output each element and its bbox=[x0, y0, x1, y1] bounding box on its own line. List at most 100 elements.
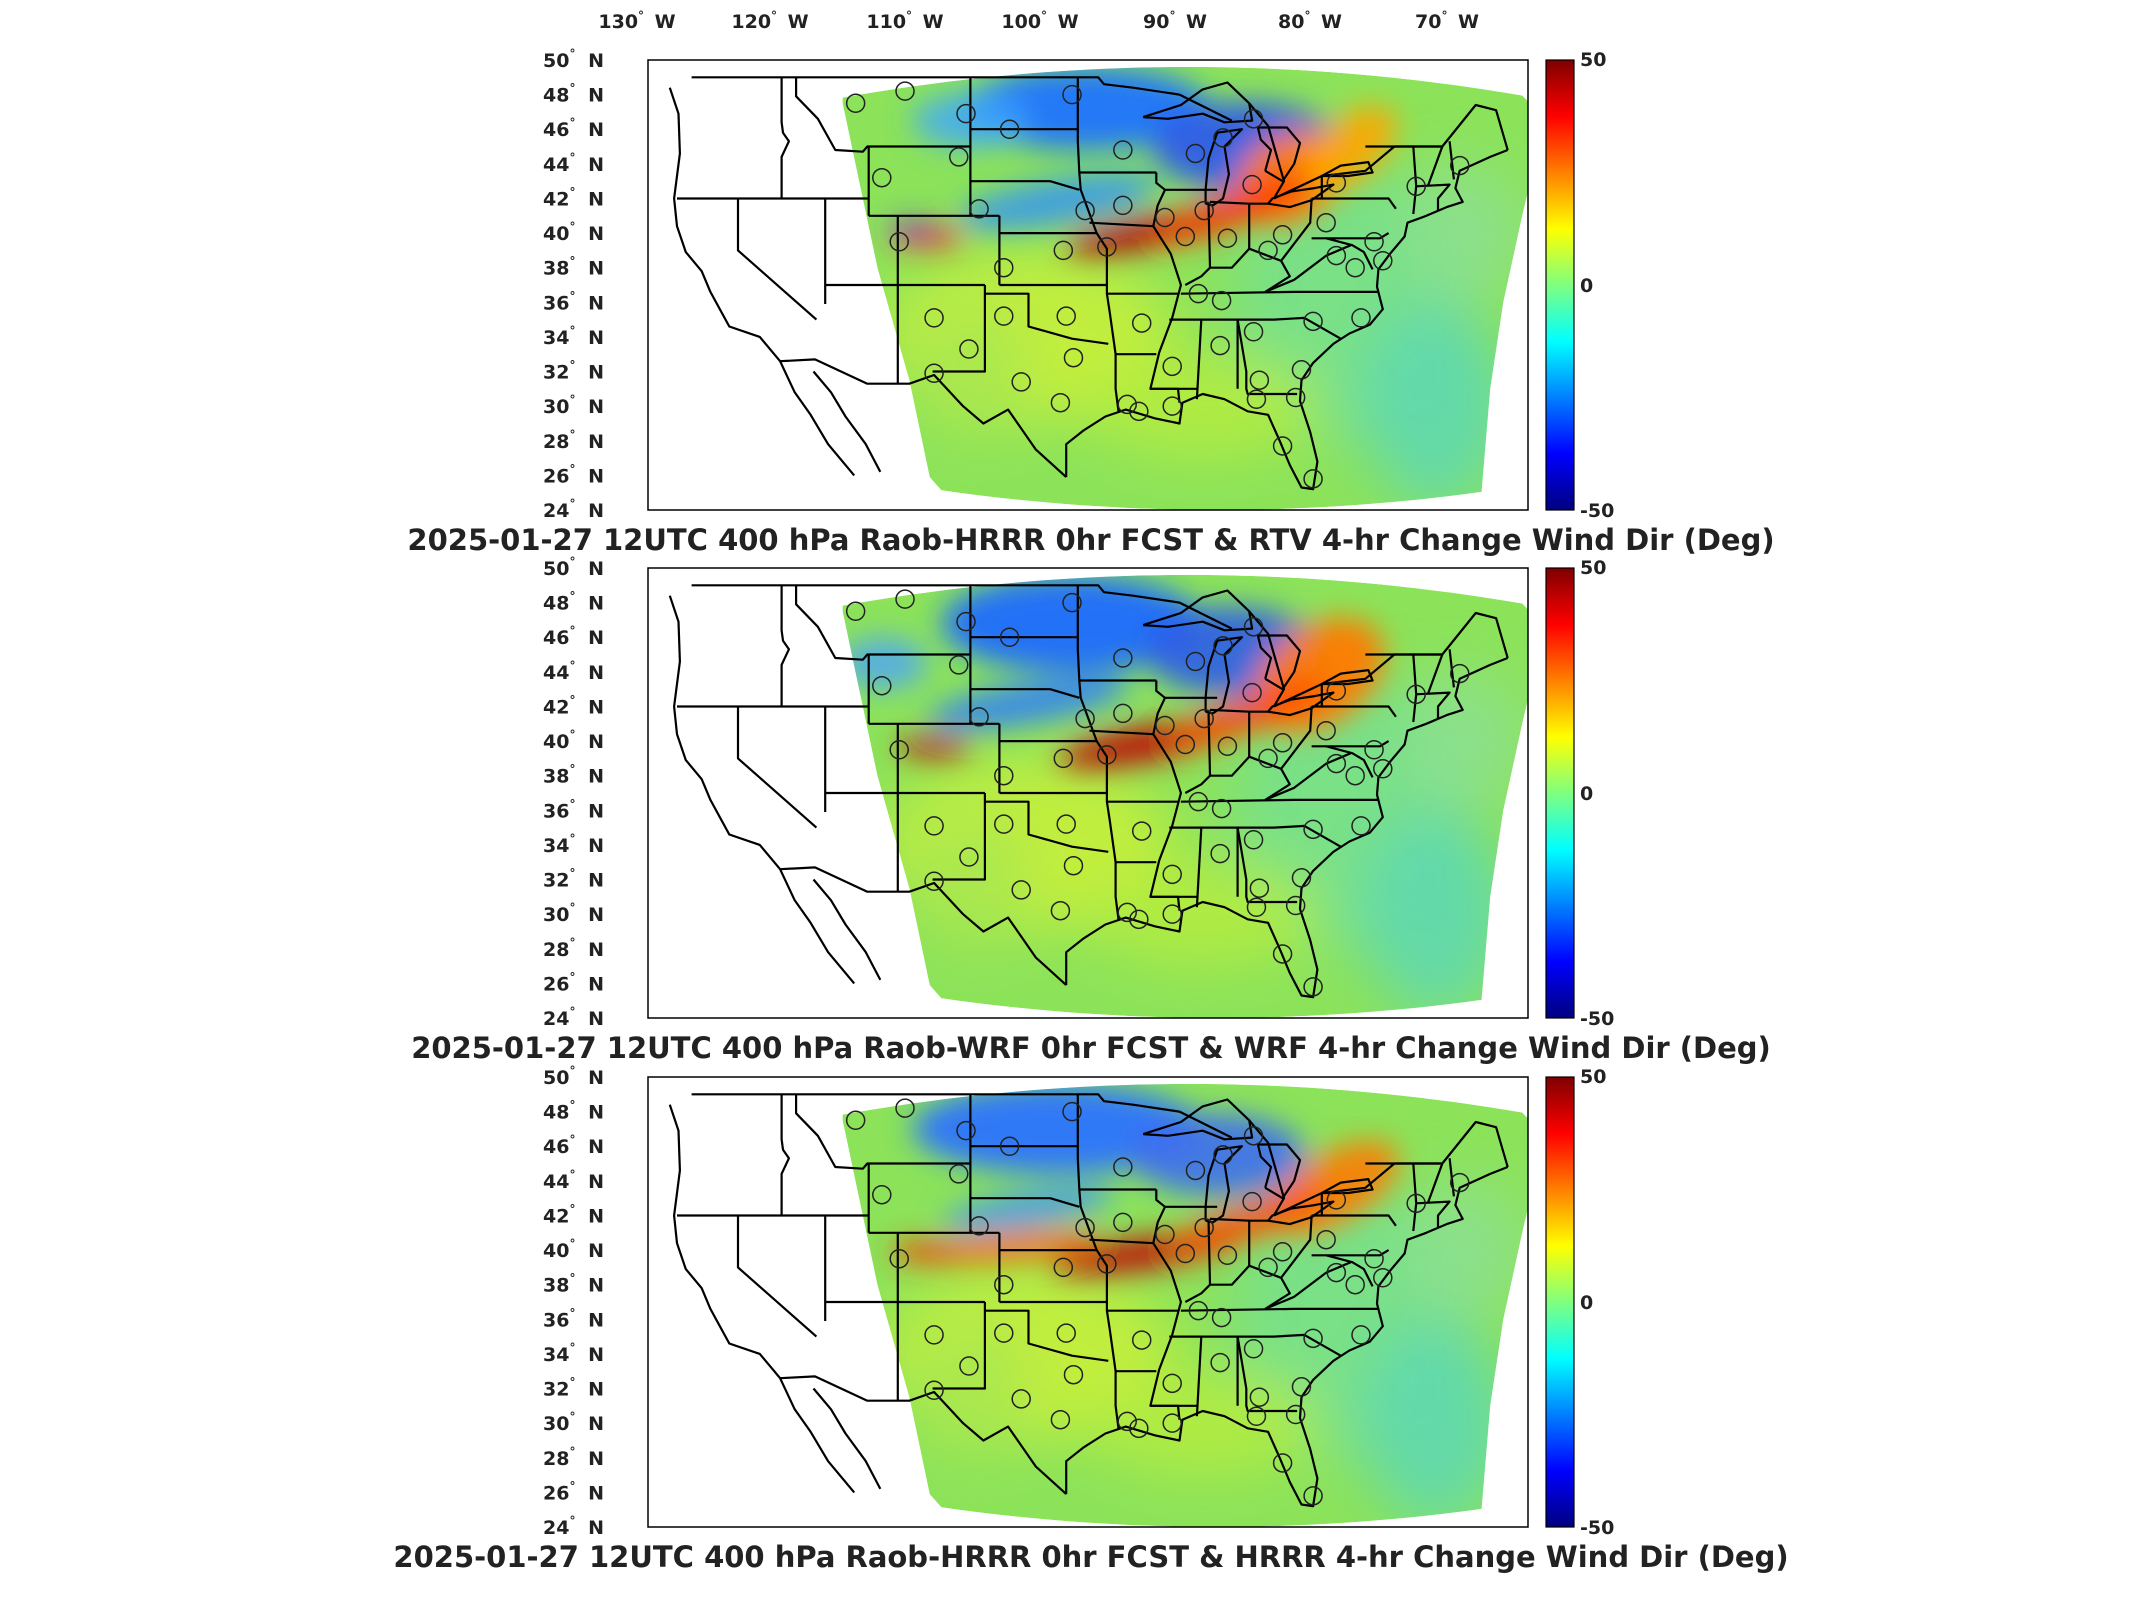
lat-label-40: 40° N bbox=[543, 1237, 604, 1262]
station-marker bbox=[1063, 855, 1084, 876]
station-marker bbox=[889, 739, 909, 760]
lon-label-70: 70° W bbox=[1415, 9, 1479, 33]
station-marker bbox=[1053, 1257, 1074, 1278]
station-marker bbox=[1272, 944, 1293, 964]
lat-label-50: 50° N bbox=[543, 1064, 604, 1089]
lat-label-34: 34° N bbox=[543, 1341, 604, 1366]
station-marker bbox=[1303, 311, 1323, 332]
station-marker bbox=[1351, 1325, 1371, 1345]
station-marker bbox=[924, 308, 944, 328]
lat-label-26: 26° N bbox=[543, 1479, 604, 1504]
lat-label-32: 32° N bbox=[543, 1376, 604, 1401]
colorbar: 50 0 -50 bbox=[1545, 1066, 1614, 1539]
station-marker bbox=[889, 231, 909, 252]
station-marker bbox=[956, 611, 976, 632]
station-marker bbox=[1011, 372, 1031, 392]
station-marker bbox=[1162, 1373, 1182, 1394]
station-marker bbox=[999, 1136, 1020, 1156]
station-marker bbox=[1373, 759, 1393, 779]
station-marker bbox=[1210, 1352, 1230, 1373]
station-marker bbox=[1285, 1404, 1306, 1425]
station-marker bbox=[1217, 1245, 1238, 1266]
station-marker bbox=[1113, 140, 1133, 160]
lon-label-100: 100° W bbox=[1001, 9, 1078, 33]
station-marker bbox=[1194, 200, 1214, 221]
station-marker bbox=[1326, 753, 1347, 774]
station-marker bbox=[1272, 436, 1293, 456]
lat-label-36: 36° N bbox=[543, 797, 604, 822]
lat-label-30: 30° N bbox=[543, 901, 604, 926]
lat-label-38: 38° N bbox=[543, 255, 604, 280]
station-marker bbox=[1258, 240, 1278, 261]
station-marker bbox=[1210, 335, 1230, 356]
station-marker bbox=[1063, 347, 1084, 368]
lon-value: 80 bbox=[1278, 11, 1304, 33]
station-marker bbox=[924, 1380, 944, 1401]
lat-label-38: 38° N bbox=[543, 1272, 604, 1297]
colorbar-mid-label: 0 bbox=[1580, 275, 1593, 297]
colorbar-mid-label: 0 bbox=[1580, 783, 1593, 805]
station-marker bbox=[1258, 1257, 1278, 1278]
station-marker bbox=[1162, 356, 1182, 377]
station-marker bbox=[1303, 469, 1323, 489]
lat-label-34: 34° N bbox=[543, 832, 604, 857]
lat-label-28: 28° N bbox=[543, 428, 604, 453]
raob-stations bbox=[845, 81, 1470, 489]
station-marker bbox=[1242, 682, 1262, 703]
station-marker bbox=[1449, 155, 1470, 176]
station-marker bbox=[956, 1120, 976, 1141]
lon-value: 100 bbox=[1001, 11, 1041, 33]
station-marker bbox=[1175, 226, 1196, 247]
station-marker bbox=[1162, 904, 1182, 924]
station-marker bbox=[1188, 791, 1209, 812]
latitude-labels: 50° N 48° N 46° N 44° N 42° N 40° N 38° N 36° N… bbox=[543, 47, 604, 522]
station-marker bbox=[1243, 617, 1264, 637]
lat-label-32: 32° N bbox=[543, 867, 604, 892]
colorbar: 50 0 -50 bbox=[1545, 557, 1614, 1030]
station-marker bbox=[872, 167, 892, 188]
station-marker bbox=[1194, 1217, 1214, 1238]
station-marker bbox=[994, 1274, 1014, 1295]
station-marker bbox=[1213, 1145, 1233, 1165]
station-marker bbox=[1272, 733, 1293, 753]
station-marker bbox=[1303, 1486, 1323, 1506]
station-marker bbox=[1129, 401, 1149, 422]
station-marker bbox=[1316, 1229, 1336, 1250]
station-marker bbox=[1053, 240, 1074, 261]
station-marker bbox=[1242, 174, 1262, 195]
station-marker bbox=[895, 589, 915, 609]
colorbar-min-label: -50 bbox=[1580, 500, 1614, 522]
station-marker bbox=[1162, 864, 1182, 885]
station-marker bbox=[1117, 394, 1137, 415]
lat-label-40: 40° N bbox=[543, 220, 604, 245]
station-marker bbox=[1246, 1406, 1267, 1426]
station-marker bbox=[1242, 1191, 1262, 1212]
raob-stations bbox=[845, 589, 1470, 997]
station-marker bbox=[1272, 1453, 1293, 1473]
station-marker bbox=[1217, 228, 1238, 249]
lat-label-48: 48° N bbox=[543, 590, 604, 615]
lon-label-110: 110° W bbox=[866, 9, 943, 33]
station-marker bbox=[1113, 195, 1133, 216]
station-marker bbox=[1155, 715, 1175, 736]
lat-label-28: 28° N bbox=[543, 936, 604, 961]
svg-text:100° W: 100° W bbox=[1001, 9, 1078, 33]
station-marker bbox=[1285, 895, 1306, 916]
lat-label-48: 48° N bbox=[543, 1099, 604, 1124]
station-marker bbox=[924, 871, 944, 892]
lon-value: 70 bbox=[1415, 11, 1441, 33]
lat-label-26: 26° N bbox=[543, 970, 604, 995]
state-boundaries bbox=[668, 584, 1509, 999]
station-marker bbox=[1243, 1126, 1264, 1146]
svg-text:80° W: 80° W bbox=[1278, 9, 1342, 33]
station-marker bbox=[1185, 143, 1206, 164]
station-marker bbox=[1291, 868, 1312, 888]
lat-label-50: 50° N bbox=[543, 555, 604, 580]
station-marker bbox=[889, 1248, 909, 1269]
lon-value: 130 bbox=[598, 11, 638, 33]
station-marker bbox=[872, 675, 892, 696]
station-marker bbox=[1373, 251, 1393, 271]
top-longitude-labels: 130° W 120° W 110° W 100° W 90° W 80° W 70° W bbox=[598, 9, 1479, 33]
station-marker bbox=[1011, 1389, 1031, 1409]
